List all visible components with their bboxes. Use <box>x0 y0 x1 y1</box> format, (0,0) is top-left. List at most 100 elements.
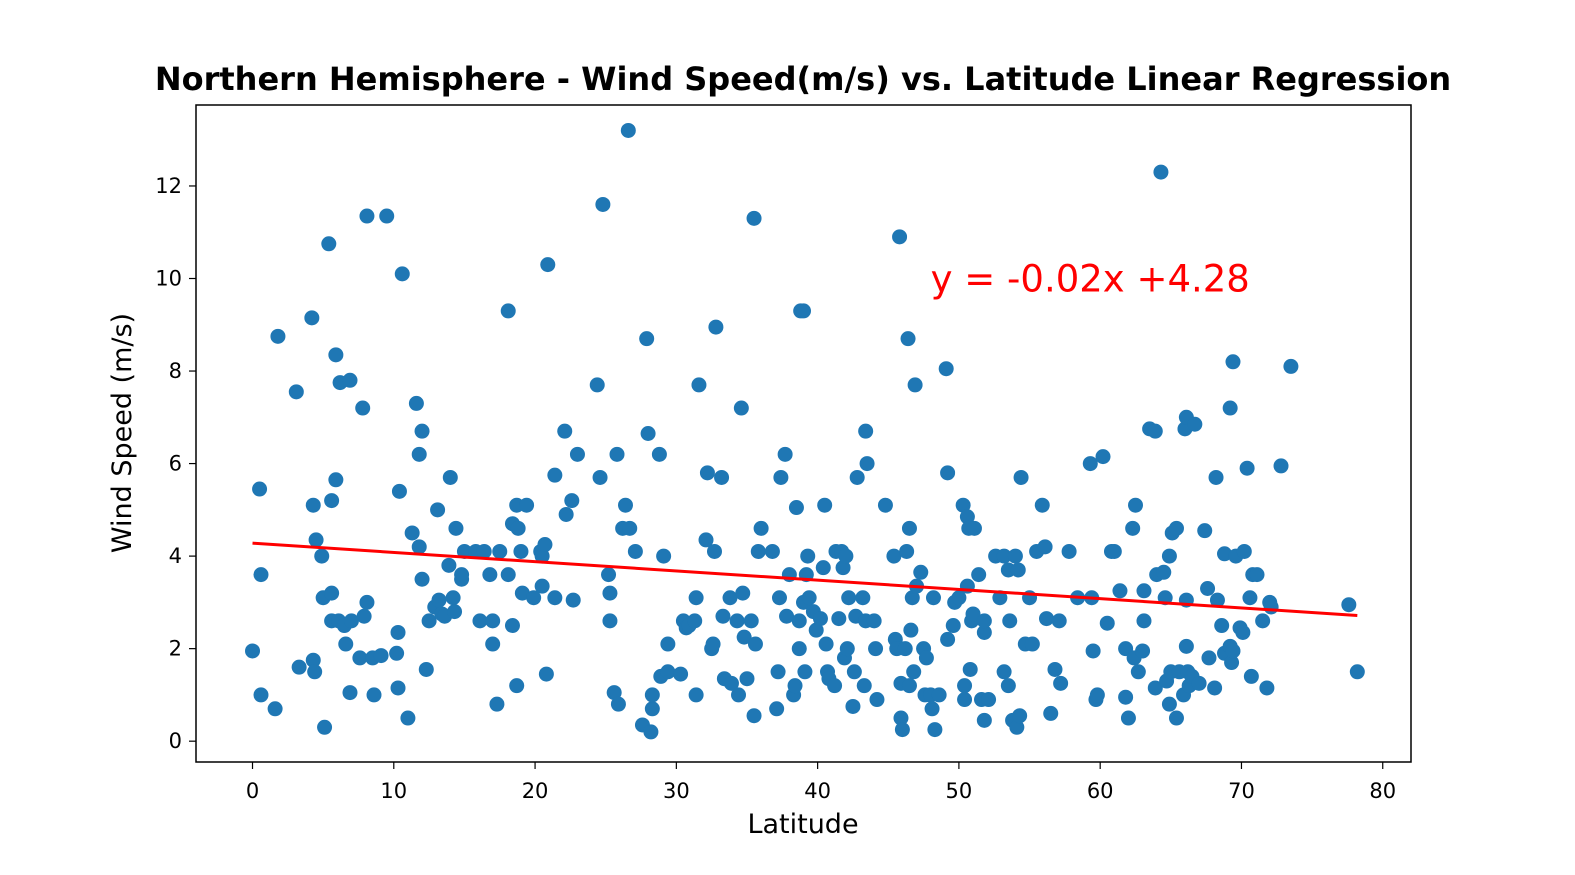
data-point-314 <box>1178 638 1194 654</box>
data-point-325 <box>1207 680 1223 696</box>
data-point-1 <box>252 481 268 497</box>
data-point-223 <box>918 650 934 666</box>
data-point-213 <box>901 520 917 536</box>
data-point-169 <box>797 664 813 680</box>
x-tick-label: 30 <box>663 779 690 803</box>
data-point-262 <box>1012 708 1028 724</box>
data-point-159 <box>779 608 795 624</box>
data-point-259 <box>1007 548 1023 564</box>
data-point-141 <box>729 613 745 629</box>
data-point-212 <box>900 331 916 347</box>
data-point-341 <box>1242 590 1258 606</box>
regression-equation: y = -0.02x +4.28 <box>931 258 1250 301</box>
data-point-85 <box>534 548 550 564</box>
data-point-174 <box>808 622 824 638</box>
data-point-28 <box>343 613 359 629</box>
data-point-86 <box>534 578 550 594</box>
data-point-340 <box>1239 460 1255 476</box>
data-point-140 <box>723 675 739 691</box>
data-point-305 <box>1161 696 1177 712</box>
data-point-48 <box>414 423 430 439</box>
data-point-294 <box>1135 643 1151 659</box>
data-point-335 <box>1225 643 1241 659</box>
data-point-17 <box>324 493 340 509</box>
data-point-50 <box>418 661 434 677</box>
data-point-5 <box>270 328 286 344</box>
data-point-129 <box>691 377 707 393</box>
data-point-114 <box>643 724 659 740</box>
data-point-72 <box>492 543 508 559</box>
data-point-326 <box>1208 469 1224 485</box>
data-point-32 <box>359 208 375 224</box>
x-axis-label: Latitude <box>747 809 858 840</box>
data-point-257 <box>1002 613 1018 629</box>
y-axis-label: Wind Speed (m/s) <box>107 313 138 553</box>
data-point-290 <box>1125 520 1141 536</box>
data-point-243 <box>965 606 981 622</box>
x-tick-label: 0 <box>246 779 259 803</box>
data-point-333 <box>1224 655 1240 671</box>
data-point-216 <box>904 590 920 606</box>
data-point-91 <box>547 590 563 606</box>
data-point-37 <box>379 208 395 224</box>
regression-line <box>252 541 1358 618</box>
data-point-130 <box>698 532 714 548</box>
data-point-139 <box>722 590 738 606</box>
data-point-274 <box>1053 675 1069 691</box>
data-point-210 <box>897 641 913 657</box>
data-point-234 <box>951 590 967 606</box>
data-point-310 <box>1168 710 1184 726</box>
data-point-202 <box>877 497 893 513</box>
data-point-346 <box>1259 680 1275 696</box>
data-point-4 <box>267 701 283 717</box>
data-point-46 <box>411 539 427 555</box>
data-point-73 <box>500 303 516 319</box>
data-point-193 <box>849 469 865 485</box>
y-tick-label: 4 <box>169 544 182 568</box>
data-point-283 <box>1099 615 1115 631</box>
data-point-74 <box>500 567 516 583</box>
data-point-236 <box>957 678 973 694</box>
data-point-211 <box>899 543 915 559</box>
data-point-7 <box>291 659 307 675</box>
data-point-60 <box>447 604 463 620</box>
data-point-167 <box>796 303 811 319</box>
data-point-122 <box>673 666 689 682</box>
data-points <box>245 122 1365 740</box>
data-point-206 <box>892 229 908 245</box>
data-point-107 <box>617 497 633 513</box>
data-point-195 <box>856 678 872 694</box>
data-point-64 <box>456 543 472 559</box>
plot-frame <box>195 104 1412 763</box>
data-point-218 <box>907 377 923 393</box>
data-point-165 <box>791 641 807 657</box>
data-point-238 <box>959 509 975 525</box>
data-point-126 <box>687 613 703 629</box>
regression-layer <box>252 541 1358 618</box>
data-point-44 <box>404 525 420 541</box>
data-point-309 <box>1168 520 1184 536</box>
data-point-344 <box>1249 567 1265 583</box>
data-point-214 <box>901 678 917 694</box>
data-point-110 <box>627 543 643 559</box>
data-point-143 <box>733 400 749 416</box>
data-point-54 <box>431 592 447 608</box>
data-point-30 <box>355 400 371 416</box>
data-point-16 <box>321 236 337 252</box>
data-point-71 <box>489 696 505 712</box>
x-tick-label: 10 <box>380 779 407 803</box>
data-point-66 <box>472 613 488 629</box>
data-point-289 <box>1120 710 1136 726</box>
data-point-109 <box>622 520 638 536</box>
data-point-92 <box>557 423 573 439</box>
data-point-108 <box>620 122 636 138</box>
data-point-105 <box>610 696 626 712</box>
data-point-245 <box>971 567 987 583</box>
data-point-331 <box>1222 400 1238 416</box>
data-point-215 <box>903 622 919 638</box>
data-point-12 <box>308 532 324 548</box>
data-point-194 <box>855 590 871 606</box>
data-point-145 <box>736 629 752 645</box>
data-point-178 <box>818 636 834 652</box>
data-point-293 <box>1130 664 1146 680</box>
